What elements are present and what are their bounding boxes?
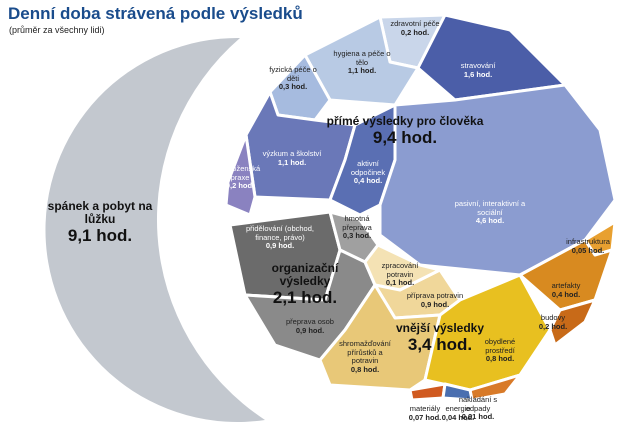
subtitle: (průměr za všechny lidi) <box>9 25 105 35</box>
cell <box>423 273 552 392</box>
cell-label: hygiena a péče o tělo 1,1 hod. <box>327 49 397 76</box>
cell-name: náboženská praxe <box>219 164 261 182</box>
sleep-area <box>45 37 266 422</box>
cell-label: přidělování (obchod, finance, právo) 0,9 … <box>240 224 320 251</box>
cell-label: artefakty 0,4 hod. <box>546 281 586 299</box>
cell-label: obydlené prostředí 0,8 hod. <box>475 337 525 364</box>
cell-value: 0,2 hod. <box>538 321 568 331</box>
cell-value: 0,05 hod. <box>571 245 605 255</box>
cell-name: budovy <box>540 313 566 322</box>
cell-name: hmotná přeprava <box>342 214 372 232</box>
group-label: spánek a pobyt na lůžku 9,1 hod. <box>45 199 155 246</box>
cell-value: 0,2 hod. <box>400 27 430 37</box>
cell-label: budovy 0,2 hod. <box>533 313 573 331</box>
cell-label: shromažďování přírůstků a potravin 0,8 ho… <box>335 339 395 375</box>
cell-label: výzkum a školství 1,1 hod. <box>262 149 322 167</box>
cell-value: 0,4 hod. <box>353 176 383 186</box>
cell-value: 0,9 hod. <box>295 325 325 335</box>
cell-name: zdravotní péče <box>390 19 440 28</box>
group-value: 3,4 hod. <box>407 335 473 355</box>
cell-label: náboženská praxe 0,2 hod. <box>218 164 263 191</box>
cell-label: přeprava osob 0,9 hod. <box>280 317 340 335</box>
group-label: přímé výsledky pro člověka 9,4 hod. <box>305 114 505 148</box>
cell-value: 0,8 hod. <box>350 364 380 374</box>
cell-value: 0,2 hod. <box>225 181 255 191</box>
cell-name: zpracování potravin <box>381 261 419 279</box>
cell-label: nakládání s odpady 0,01 hod. <box>448 395 508 422</box>
cell-label: fyzická péče o děti 0,3 hod. <box>268 65 318 92</box>
cell-label: materiály 0,07 hod. <box>405 404 445 422</box>
cell-value: 0,04 hod. <box>441 412 475 422</box>
title: Denní doba strávená podle výsledků <box>8 4 303 23</box>
cell-label: pasivní, interaktivní a sociální 4,6 hod. <box>450 199 530 226</box>
group-name: spánek a pobyt na lůžku <box>47 199 153 227</box>
cell-label: aktivní odpočinek 0,4 hod. <box>343 159 393 186</box>
cell-name: nakládání s odpady <box>458 395 498 413</box>
cell-name: materiály <box>409 404 441 413</box>
group-label: organizační výsledky 2,1 hod. <box>260 261 350 308</box>
cell-name: infrastruktura <box>566 237 610 246</box>
cell-name: přidělování (obchod, finance, právo) <box>246 224 314 242</box>
cell-value: 1,1 hod. <box>277 157 307 167</box>
cell-value: 4,6 hod. <box>475 216 505 226</box>
cell-value: 1,1 hod. <box>347 66 377 76</box>
group-name: organizační výsledky <box>271 261 339 289</box>
cell-label: příprava potravin 0,9 hod. <box>405 291 465 309</box>
group-value: 2,1 hod. <box>272 288 338 308</box>
cell-label: zpracování potravin 0,1 hod. <box>375 261 425 288</box>
cell-label: hmotná přeprava 0,3 hod. <box>337 214 377 241</box>
cell-label: stravování 1,6 hod. <box>448 61 508 79</box>
group-label: vnější výsledky 3,4 hod. <box>385 321 495 355</box>
group-value: 9,4 hod. <box>372 128 438 148</box>
group-value: 9,1 hod. <box>67 226 133 246</box>
group-name: vnější výsledky <box>395 321 485 335</box>
group-name: přímé výsledky pro člověka <box>326 114 484 128</box>
cell-value: 0,4 hod. <box>551 289 581 299</box>
cell <box>224 133 257 217</box>
cell-name: hygiena a péče o tělo <box>333 49 391 67</box>
cell-value: 0,3 hod. <box>278 82 308 92</box>
cell-name: přeprava osob <box>286 317 334 326</box>
cell-label: infrastruktura 0,05 hod. <box>558 237 618 255</box>
cell-value: 0,01 hod. <box>461 412 495 422</box>
cell-value: 0,1 hod. <box>385 278 415 288</box>
cell-value: 1,6 hod. <box>463 69 493 79</box>
cell-name: obydlené prostředí <box>484 337 516 355</box>
cell-value: 0,9 hod. <box>420 299 450 309</box>
cell <box>441 382 474 402</box>
cell-name: artefakty <box>551 281 581 290</box>
cell-name: výzkum a školství <box>262 149 322 158</box>
cell <box>548 298 597 347</box>
cell-name: aktivní odpočinek <box>350 159 386 177</box>
cell-value: 0,07 hod. <box>408 412 442 422</box>
cell-name: příprava potravin <box>406 291 464 300</box>
cell-value: 0,3 hod. <box>342 231 372 241</box>
cell-name: stravování <box>460 61 496 70</box>
cell-name: shromažďování přírůstků a potravin <box>339 339 391 366</box>
cell-name: energie <box>445 404 471 413</box>
cell-label: energie 0,04 hod. <box>438 404 478 422</box>
cell-label: zdravotní péče 0,2 hod. <box>390 19 440 37</box>
cell-value: 0,8 hod. <box>485 354 515 364</box>
cell-name: pasivní, interaktivní a sociální <box>454 199 526 217</box>
cell-name: fyzická péče o děti <box>269 65 317 83</box>
cell-value: 0,9 hod. <box>265 241 295 251</box>
